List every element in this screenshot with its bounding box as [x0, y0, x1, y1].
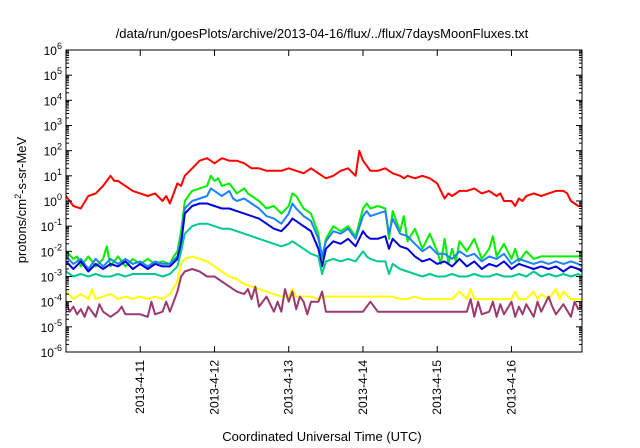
series-line-4	[66, 202, 582, 273]
y-tick-label: 10-5	[41, 318, 62, 335]
series-line-5	[66, 222, 582, 278]
y-tick-label: 10-6	[41, 343, 62, 360]
x-axis-title: Coordinated Universal Time (UTC)	[222, 429, 421, 444]
x-tick-label: 2013-4-16	[504, 360, 518, 415]
y-tick-label: 104	[44, 91, 62, 108]
y-axis-title: protons/cm2-s-sr-MeV	[13, 136, 29, 263]
series-line-7	[66, 268, 582, 318]
y-axis-title-rest: -s-sr-MeV	[14, 136, 29, 193]
series-line-3	[66, 187, 582, 270]
y-tick-label: 10-4	[41, 293, 62, 310]
y-tick-label: 10-3	[41, 268, 62, 285]
x-tick-label: 2013-4-15	[430, 360, 444, 415]
y-tick-label: 106	[44, 41, 62, 58]
chart-title: /data/run/goesPlots/archive/2013-04-16/f…	[116, 26, 529, 41]
y-tick-label: 101	[44, 167, 62, 184]
series-line-6	[66, 255, 582, 301]
y-tick-label: 100	[44, 192, 62, 209]
x-tick-label: 2013-4-11	[133, 360, 147, 414]
y-axis-title-base: protons/cm	[14, 199, 29, 263]
y-tick-label: 103	[44, 117, 62, 134]
x-tick-label: 2013-4-13	[282, 360, 296, 415]
x-axis: 2013-4-11 2013-4-12 2013-4-13 2013-4-14 2013…	[133, 50, 518, 415]
y-axis: 10-6 10-5 10-4 10-3 10-2 10-1 100 101 102 103 104 1…	[41, 41, 582, 360]
y-axis-title-sup: 2	[13, 194, 23, 199]
x-tick-label: 2013-4-14	[356, 360, 370, 415]
y-tick-label: 10-2	[41, 242, 62, 259]
series-line-1	[66, 149, 582, 210]
y-tick-label: 102	[44, 142, 62, 159]
y-tick-label: 10-1	[41, 217, 62, 234]
plot-area	[66, 149, 582, 318]
y-tick-label: 105	[44, 66, 62, 83]
x-tick-label: 2013-4-12	[207, 360, 221, 415]
